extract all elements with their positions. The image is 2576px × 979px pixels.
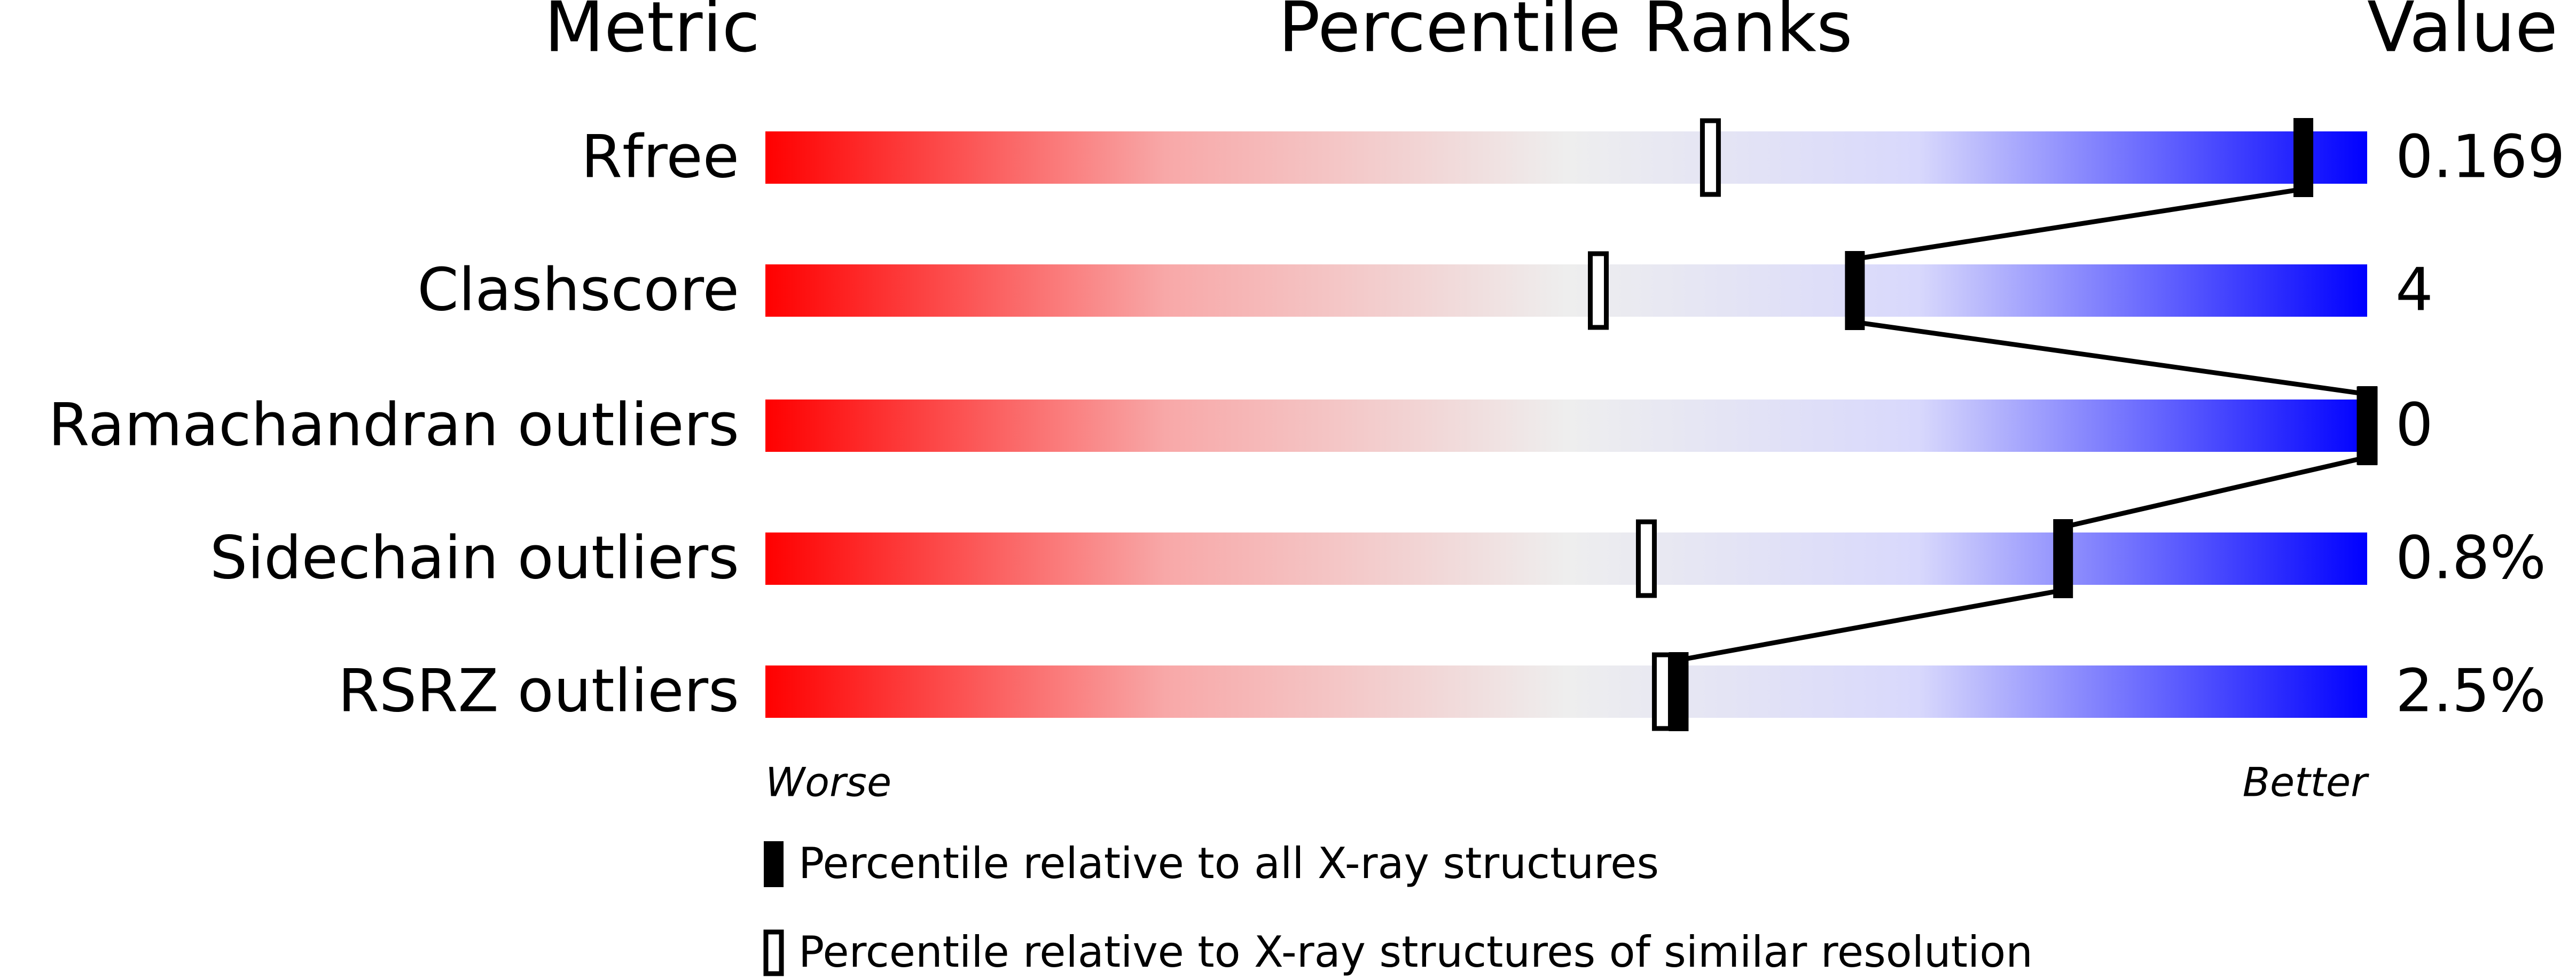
metric-label: Ramachandran outliers: [48, 390, 739, 459]
marker-similar: [1700, 118, 1721, 197]
connector: [1854, 319, 2368, 397]
percentile-bar: [765, 131, 2367, 184]
value-label: 0.169: [2395, 122, 2565, 191]
connector: [1678, 588, 2063, 663]
marker-similar: [1635, 519, 1657, 598]
marker-all: [2053, 519, 2073, 598]
legend-label: Percentile relative to X-ray structures …: [798, 927, 2033, 977]
marker-similar: [1587, 251, 1609, 330]
header-ranks: Percentile Ranks: [1278, 0, 1852, 68]
metric-label: Clashscore: [417, 255, 739, 324]
better-label: Better: [2243, 759, 2370, 806]
percentile-bar: [765, 400, 2367, 452]
marker-all: [2358, 386, 2377, 465]
marker-all: [1669, 652, 1689, 731]
value-label: 0.8%: [2395, 523, 2546, 592]
connector: [1854, 186, 2304, 262]
marker-all: [2293, 118, 2314, 197]
value-label: 0: [2395, 390, 2433, 459]
value-label: 4: [2395, 255, 2433, 324]
percentile-bar: [765, 665, 2367, 718]
legend-swatch: [763, 929, 784, 976]
marker-similar: [1651, 652, 1673, 731]
worse-label: Worse: [765, 759, 891, 806]
legend-label: Percentile relative to all X-ray structu…: [798, 839, 1659, 888]
connector: [2062, 455, 2368, 530]
metric-label: Rfree: [581, 122, 739, 191]
marker-all: [1845, 251, 1865, 330]
header-value: Value: [2367, 0, 2558, 68]
metric-label: RSRZ outliers: [338, 656, 739, 725]
percentile-bar: [765, 532, 2367, 585]
legend-swatch: [764, 841, 784, 887]
value-label: 2.5%: [2395, 656, 2546, 725]
metric-label: Sidechain outliers: [210, 523, 739, 592]
percentile-bar: [765, 264, 2367, 317]
header-metric: Metric: [544, 0, 760, 68]
